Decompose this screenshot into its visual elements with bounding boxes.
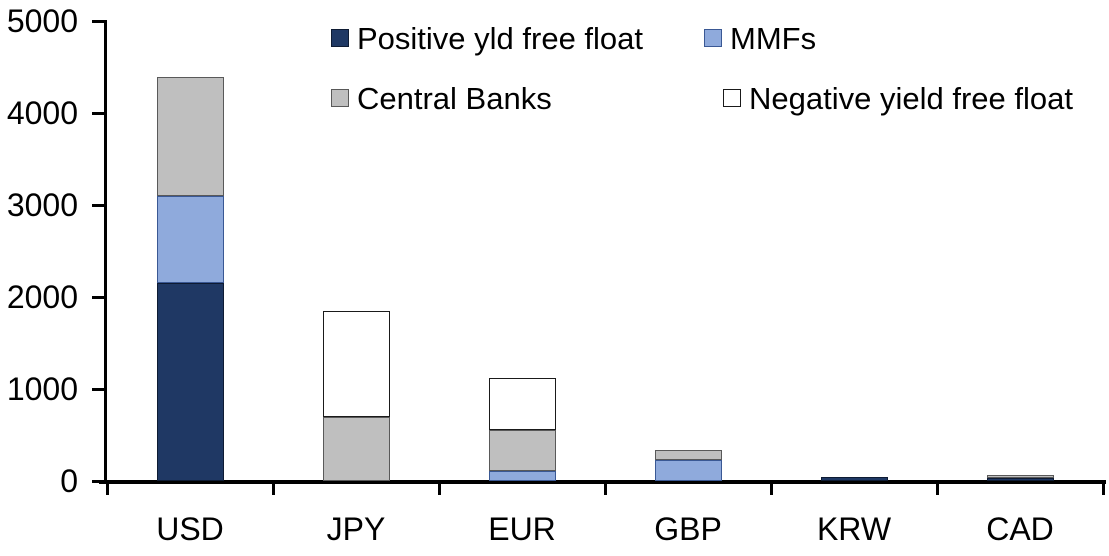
x-axis-tick [935,484,939,495]
legend-item: MMFs [704,23,816,54]
bar-segment-gbp [654,459,722,481]
x-axis-tick [603,484,607,495]
y-tick-label: 2000 [6,279,78,315]
x-axis-tick [769,484,773,495]
y-axis-tick [92,296,107,299]
legend-item: Central Banks [331,83,552,114]
x-axis-tick [105,484,109,495]
category-label: USD [156,511,224,547]
x-axis-tick [271,484,275,495]
bar-segment-jpy [322,416,390,481]
legend-item: Negative yield free float [723,83,1073,114]
bar-segment-cad [986,477,1054,481]
legend-swatch [331,89,349,107]
category-label: JPY [326,511,386,547]
category-label: CAD [986,511,1054,547]
y-axis-line [104,21,107,484]
category-label: KRW [816,511,892,547]
legend-label: MMFs [730,20,817,56]
bar-segment-usd [156,283,224,481]
legend-label: Positive yld free float [357,20,644,56]
bar-segment-jpy [322,310,390,417]
x-axis-tick [437,484,441,495]
x-axis-tick [1101,484,1105,495]
category-label: GBP [654,511,722,547]
y-axis-tick [92,112,107,115]
legend-swatch [331,29,349,47]
bar-segment-usd [156,195,224,284]
y-tick-label: 3000 [6,187,78,223]
bar-segment-eur [488,377,556,431]
legend-item: Positive yld free float [331,23,643,54]
y-tick-label: 0 [60,463,78,499]
y-axis-tick [92,388,107,391]
legend-swatch [704,29,722,47]
bar-segment-eur [488,430,556,471]
legend-label: Central Banks [357,80,552,116]
y-tick-label: 5000 [6,3,78,39]
x-axis-line [99,480,1106,484]
bar-segment-cad [986,475,1054,478]
legend-label: Negative yield free float [749,80,1073,116]
y-tick-label: 4000 [6,95,78,131]
bar-segment-eur [488,470,556,481]
bar-segment-usd [156,77,224,196]
bar-segment-krw [820,476,888,481]
y-axis-tick [92,20,107,23]
legend-swatch [723,89,741,107]
bar-segment-gbp [654,449,722,460]
y-tick-label: 1000 [6,371,78,407]
y-axis-tick [92,204,107,207]
category-label: EUR [488,511,556,547]
